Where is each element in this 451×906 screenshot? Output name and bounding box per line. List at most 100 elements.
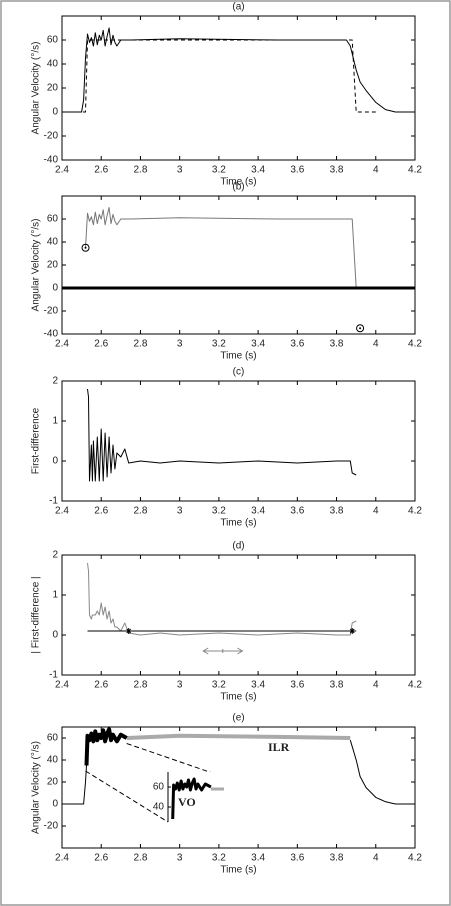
x-tick-label: 4 — [373, 680, 379, 691]
x-tick-label: 3.8 — [330, 339, 344, 350]
annotation: VO — [178, 795, 196, 809]
x-tick-label: 3.6 — [290, 853, 304, 864]
inset-y-tick-label: 40 — [153, 802, 165, 813]
y-tick-label: 2 — [52, 376, 58, 387]
y-tick-label: -40 — [44, 155, 59, 166]
data-line — [62, 765, 87, 805]
x-axis-label: Time (s) — [220, 177, 256, 188]
x-tick-label: 2.8 — [133, 506, 147, 517]
arrow — [202, 647, 244, 655]
x-tick-label: 2.8 — [133, 853, 147, 864]
x-tick-label: 3.2 — [212, 165, 226, 176]
data-line — [171, 777, 212, 820]
zoom-guide — [85, 743, 225, 823]
y-axis-label: Angular Velocity (°/s) — [31, 219, 42, 312]
data-line — [84, 727, 128, 766]
data-line — [126, 733, 351, 740]
x-tick-label: 4 — [373, 165, 379, 176]
y-tick-label: 2 — [52, 550, 58, 561]
x-tick-label: 3 — [177, 506, 183, 517]
x-axis-label: Time (s) — [220, 865, 256, 876]
x-tick-label: 2.8 — [133, 339, 147, 350]
circle-marker — [356, 324, 365, 333]
x-tick-label: 3.4 — [251, 680, 265, 691]
x-tick-label: 4 — [373, 853, 379, 864]
panel-title: (d) — [232, 541, 244, 552]
x-tick-label: 2.4 — [55, 165, 69, 176]
y-tick-label: 60 — [47, 733, 59, 744]
y-tick-label: 40 — [47, 755, 59, 766]
x-tick-label: 3.4 — [251, 853, 265, 864]
x-tick-label: 3.8 — [330, 165, 344, 176]
y-tick-label: -1 — [49, 670, 58, 681]
data-line — [87, 562, 357, 636]
x-axis-label: Time (s) — [220, 351, 256, 362]
data-line — [62, 27, 415, 113]
x-tick-label: 3 — [177, 165, 183, 176]
data-line — [62, 39, 376, 113]
y-tick-label: -40 — [44, 329, 59, 340]
x-tick-label: 3 — [177, 339, 183, 350]
x-tick-label: 3.6 — [290, 680, 304, 691]
x-axis-label: Time (s) — [220, 518, 256, 529]
x-tick-label: 3.8 — [330, 680, 344, 691]
y-tick-label: -20 — [44, 821, 59, 832]
plot-area — [61, 726, 416, 849]
panel-title: (a) — [232, 2, 244, 13]
circle-marker-dot — [84, 246, 87, 249]
y-tick-label: 60 — [47, 35, 59, 46]
y-tick-label: 0 — [52, 799, 58, 810]
y-tick-label: -1 — [49, 496, 58, 507]
y-tick-label: 20 — [47, 260, 59, 271]
x-tick-label: 4.2 — [408, 339, 422, 350]
x-tick-label: 3.6 — [290, 339, 304, 350]
circle-marker — [81, 243, 90, 252]
x-tick-label: 4.2 — [408, 853, 422, 864]
y-tick-label: 0 — [52, 283, 58, 294]
x-tick-label: 3 — [177, 680, 183, 691]
x-tick-label: 3.2 — [212, 339, 226, 350]
data-line — [87, 388, 357, 482]
circle-marker-dot — [359, 327, 362, 330]
x-tick-label: 3 — [177, 853, 183, 864]
plot-area — [61, 380, 416, 502]
x-tick-label: 3.2 — [212, 506, 226, 517]
inset-area — [168, 772, 224, 822]
x-tick-label: 2.4 — [55, 853, 69, 864]
x-tick-label: 3.2 — [212, 680, 226, 691]
x-tick-label: 2.4 — [55, 506, 69, 517]
data-line — [85, 207, 357, 289]
panel-title: (b) — [232, 182, 244, 193]
y-tick-label: 1 — [52, 416, 58, 427]
x-tick-label: 4 — [373, 339, 379, 350]
y-tick-label: 60 — [47, 214, 59, 225]
y-axis-label: Angular Velocity (°/s) — [31, 741, 42, 834]
x-tick-label: 4.2 — [408, 680, 422, 691]
x-tick-label: 3.4 — [251, 506, 265, 517]
asterisk-marker — [349, 628, 356, 634]
y-axis-label: Angular Velocity (°/s) — [31, 42, 42, 135]
plot-area — [61, 554, 416, 676]
x-tick-label: 2.6 — [94, 165, 108, 176]
x-tick-label: 4.2 — [408, 165, 422, 176]
y-tick-label: 20 — [47, 777, 59, 788]
y-tick-label: -20 — [44, 306, 59, 317]
panel-title: (c) — [233, 367, 245, 378]
x-axis-label: Time (s) — [220, 692, 256, 703]
y-tick-label: 0 — [52, 456, 58, 467]
y-tick-label: 0 — [52, 630, 58, 641]
x-tick-label: 3.6 — [290, 165, 304, 176]
data-line — [349, 740, 415, 805]
annotation: ILR — [268, 740, 290, 754]
y-axis-label: First-difference — [31, 407, 42, 474]
y-tick-label: 40 — [47, 59, 59, 70]
y-tick-label: -20 — [44, 131, 59, 142]
x-tick-label: 2.4 — [55, 680, 69, 691]
x-tick-label: 3.4 — [251, 165, 265, 176]
x-tick-label: 3.6 — [290, 506, 304, 517]
x-tick-label: 2.4 — [55, 339, 69, 350]
asterisk-marker — [125, 628, 132, 634]
x-tick-label: 3.8 — [330, 506, 344, 517]
